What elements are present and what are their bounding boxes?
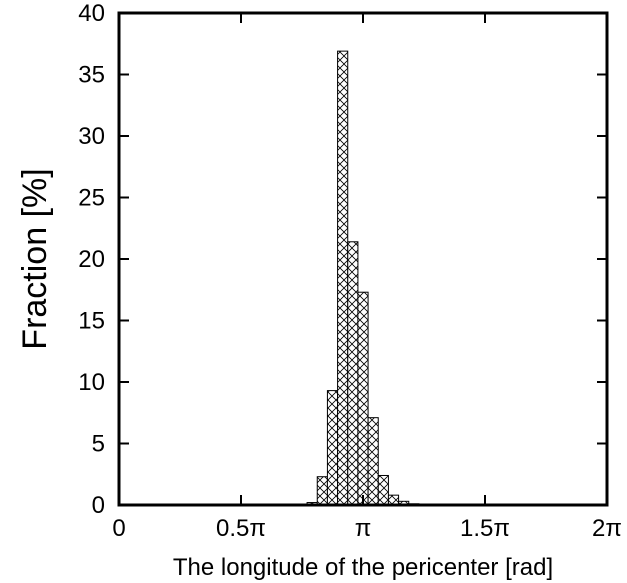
y-tick-label-15: 15 bbox=[78, 308, 105, 335]
histogram-bar-4 bbox=[347, 241, 359, 506]
plot-frame bbox=[117, 11, 609, 507]
y-tick-label-30: 30 bbox=[78, 123, 105, 150]
y-tick-label-10: 10 bbox=[78, 369, 105, 396]
y-axis-title: Fraction [%] bbox=[16, 168, 54, 349]
x-tick-label-4: 2π bbox=[592, 515, 622, 542]
y-tick-label-20: 20 bbox=[78, 246, 105, 273]
y-tick-label-40: 40 bbox=[78, 0, 105, 27]
histogram-bar-2 bbox=[326, 390, 339, 506]
y-tick-label-25: 25 bbox=[78, 185, 105, 212]
histogram-bar-5 bbox=[357, 291, 369, 506]
x-tick-label-1: 0.5π bbox=[216, 515, 266, 542]
y-tick-label-35: 35 bbox=[78, 62, 105, 89]
x-axis-title: The longitude of the pericenter [rad] bbox=[173, 554, 553, 581]
bars-group bbox=[306, 50, 420, 506]
x-tick-label-2: π bbox=[355, 515, 372, 542]
histogram-bar-3 bbox=[337, 50, 349, 506]
y-tick-label-5: 5 bbox=[92, 431, 105, 458]
x-tick-labels: 0 0.5π π 1.5π 2π bbox=[112, 515, 622, 542]
histogram-bar-6 bbox=[367, 417, 379, 506]
x-tick-label-3: 1.5π bbox=[460, 515, 510, 542]
histogram-bar-1 bbox=[316, 476, 328, 506]
x-tick-label-0: 0 bbox=[112, 515, 125, 542]
y-tick-label-0: 0 bbox=[92, 492, 105, 519]
histogram-bar-7 bbox=[377, 474, 389, 506]
y-tick-labels: 0 5 10 15 20 25 30 35 40 bbox=[78, 0, 105, 519]
